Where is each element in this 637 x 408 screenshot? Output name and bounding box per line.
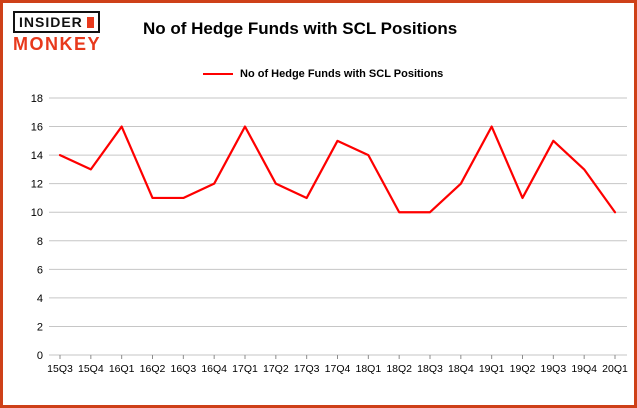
x-axis-label: 17Q3 xyxy=(294,363,320,375)
x-axis-label: 19Q2 xyxy=(510,363,536,375)
y-axis-label: 2 xyxy=(37,321,43,333)
x-axis-label: 17Q2 xyxy=(263,363,289,375)
logo-monkey-text: MONKEY xyxy=(13,34,102,54)
chart-header: INSIDER MONKEY No of Hedge Funds with SC… xyxy=(3,3,634,55)
x-axis-label: 18Q3 xyxy=(417,363,443,375)
y-axis-label: 6 xyxy=(37,264,43,276)
y-axis-label: 18 xyxy=(31,93,43,105)
y-axis-label: 12 xyxy=(31,179,43,191)
y-axis-label: 16 xyxy=(31,122,43,134)
x-axis-label: 18Q4 xyxy=(448,363,474,375)
series-line xyxy=(58,125,617,214)
x-axis-label: 16Q1 xyxy=(109,363,135,375)
y-axis-label: 0 xyxy=(37,350,43,362)
x-axis-label: 19Q1 xyxy=(479,363,505,375)
x-axis-label: 19Q3 xyxy=(540,363,566,375)
x-axis-label: 18Q1 xyxy=(355,363,381,375)
y-axis-label: 10 xyxy=(31,207,43,219)
line-chart: 0 2 4 6 8 10 12 14 16 18 15Q3 15Q4 16Q1 16Q2 16Q3 16Q4 1… xyxy=(31,93,628,375)
logo-red-square-icon xyxy=(86,16,94,28)
x-axis-label: 17Q4 xyxy=(325,363,351,375)
x-axis-label: 19Q4 xyxy=(571,363,597,375)
legend-line-swatch-icon xyxy=(203,73,233,75)
legend-label: No of Hedge Funds with SCL Positions xyxy=(240,68,444,80)
y-axis-label: 14 xyxy=(31,150,43,162)
chart-legend: No of Hedge Funds with SCL Positions xyxy=(203,67,634,81)
x-axis-label: 17Q1 xyxy=(232,363,258,375)
x-axis-label: 16Q3 xyxy=(170,363,196,375)
x-axis-label: 18Q2 xyxy=(386,363,412,375)
x-axis-label: 15Q3 xyxy=(47,363,73,375)
x-axis-label: 20Q1 xyxy=(602,363,628,375)
chart-title: No of Hedge Funds with SCL Positions xyxy=(143,19,458,38)
logo-insider-text: INSIDER xyxy=(19,14,83,30)
y-axis-label: 8 xyxy=(37,236,43,248)
x-axis-label: 15Q4 xyxy=(78,363,104,375)
y-axis-label: 4 xyxy=(37,293,43,305)
x-axis-label: 16Q4 xyxy=(201,363,227,375)
x-axis-label: 16Q2 xyxy=(140,363,166,375)
logo-insider-box: INSIDER xyxy=(13,11,100,33)
insider-monkey-logo: INSIDER MONKEY xyxy=(13,11,131,55)
